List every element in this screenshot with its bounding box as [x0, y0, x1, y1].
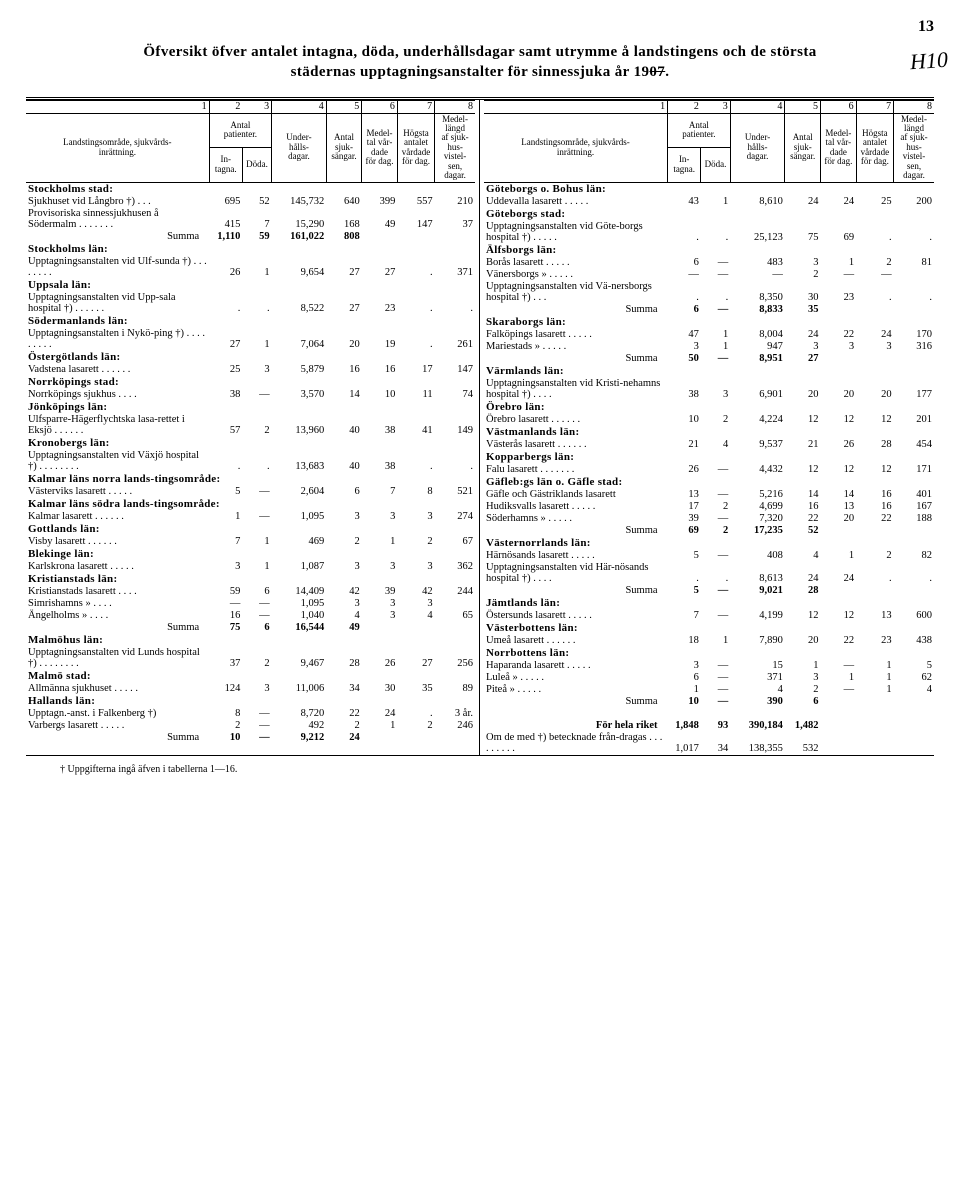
table-row: Simrishamns » . . . .——1,095333	[26, 598, 475, 610]
data-table-left: 12345678Landstingsområde, sjukvårds-inrä…	[26, 100, 475, 744]
table-row: Värmlands län:	[484, 365, 934, 378]
table-row: Jönköpings län:	[26, 401, 475, 414]
table-row: Härnösands lasarett . . . . .5—40841282	[484, 550, 934, 562]
table-row: Summa5—9,02128	[484, 585, 934, 597]
table-row: Summa50—8,95127	[484, 353, 934, 365]
table-row: Örebro län:	[484, 401, 934, 414]
table-row: Kalmar läns norra lands-tingsområde:	[26, 473, 475, 486]
table-row: Vänersborgs » . . . . .———2——	[484, 269, 934, 281]
table-row	[484, 708, 934, 720]
table-row: Summa10—3906	[484, 696, 934, 708]
table-row: Summa69217,23552	[484, 525, 934, 537]
table-row: Kronobergs län:	[26, 437, 475, 450]
table-row: För hela riket1,84893390,1841,482	[484, 720, 934, 732]
table-row: Kalmar lasarett . . . . . .1—1,095333274	[26, 511, 475, 523]
table-row: Om de med †) betecknade från-dragas . . …	[484, 732, 934, 755]
table-row: Norrköpings stad:	[26, 376, 475, 389]
table-row: Upptagn.-anst. i Falkenberg †)8—8,720222…	[26, 708, 475, 720]
table-row: Västerås lasarett . . . . . .2149,537212…	[484, 439, 934, 451]
table-row: Gäfle och Gästriklands lasarett13—5,2161…	[484, 489, 934, 501]
table-row: Östersunds lasarett . . . . .7—4,1991212…	[484, 610, 934, 622]
table-row: Västerbottens län:	[484, 622, 934, 635]
table-row: Uppsala län:	[26, 279, 475, 292]
page-title: Öfversikt öfver antalet intagna, döda, u…	[26, 42, 934, 83]
table-row: Örebro lasarett . . . . . .1024,22412121…	[484, 414, 934, 426]
table-row: Upptagningsanstalten vid Växjö hospital …	[26, 450, 475, 473]
table-row: Ulfsparre-Hägerflychtska lasa-rettet i E…	[26, 414, 475, 437]
table-row: Upptagningsanstalten vid Upp-sala hospit…	[26, 292, 475, 315]
table-row: Borås lasarett . . . . .6—48331281	[484, 257, 934, 269]
table-row: Älfsborgs län:	[484, 244, 934, 257]
table-right-half: 12345678Landstingsområde, sjukvårds-inrä…	[480, 100, 934, 755]
table-row: Uddevalla lasarett . . . . .4318,6102424…	[484, 196, 934, 208]
table-left-half: 12345678Landstingsområde, sjukvårds-inrä…	[26, 100, 480, 755]
table-row: Stockholms län:	[26, 243, 475, 256]
table-row: Mariestads » . . . . .31947333316	[484, 341, 934, 353]
table-row: Hudiksvalls lasarett . . . . .1724,69916…	[484, 501, 934, 513]
table-header: 12345678Landstingsområde, sjukvårds-inrä…	[484, 100, 934, 182]
table-row: Göteborgs o. Bohus län:	[484, 182, 934, 196]
title-line-2a: städernas upptagningsanstalter för sinne…	[291, 64, 650, 80]
table-row: Provisoriska sinnessjukhusen å Södermalm…	[26, 208, 475, 231]
title-year-struck: 07	[649, 64, 665, 80]
table-row: Jämtlands län:	[484, 597, 934, 610]
table-row: Söderhamns » . . . . .39—7,320222022188	[484, 513, 934, 525]
table-row: Ängelholms » . . . .16—1,04043465	[26, 610, 475, 622]
table-row: Falu lasarett . . . . . . .26—4,43212121…	[484, 464, 934, 476]
table-row: Östergötlands län:	[26, 351, 475, 364]
data-table-right: 12345678Landstingsområde, sjukvårds-inrä…	[484, 100, 934, 755]
table-row: Upptagningsanstalten vid Vä-nersborgs ho…	[484, 281, 934, 304]
table-row: Visby lasarett . . . . . .7146921267	[26, 536, 475, 548]
table-row: Gäfleb:gs län o. Gäfle stad:	[484, 476, 934, 489]
table-row: Haparanda lasarett . . . . .3—151—15	[484, 660, 934, 672]
table-row: Piteå » . . . . .1—42—14	[484, 684, 934, 696]
table-row: Västmanlands län:	[484, 426, 934, 439]
table-row: Summa6—8,83335	[484, 304, 934, 316]
title-line-1: Öfversikt öfver antalet intagna, döda, u…	[143, 44, 816, 60]
table-row: Upptagningsanstalten vid Göte-borgs hosp…	[484, 221, 934, 244]
table-row: Sjukhuset vid Långbro †) . . .69552145,7…	[26, 196, 475, 208]
table-row: Malmö stad:	[26, 670, 475, 683]
table-row: Västerviks lasarett . . . . .5—2,6046785…	[26, 486, 475, 498]
table-row: Vadstena lasarett . . . . . .2535,879161…	[26, 364, 475, 376]
table-row: Umeå lasarett . . . . . .1817,8902022234…	[484, 635, 934, 647]
table-row: Blekinge län:	[26, 548, 475, 561]
table-row: Skaraborgs län:	[484, 316, 934, 329]
table-row: Karlskrona lasarett . . . . .311,0873333…	[26, 561, 475, 573]
table-row: Göteborgs stad:	[484, 208, 934, 221]
handwritten-note: H10	[909, 47, 949, 76]
table-row: Upptagningsanstalten vid Lunds hospital …	[26, 647, 475, 670]
table-row: Norrbottens län:	[484, 647, 934, 660]
table-row: Summa1,11059161,022808	[26, 231, 475, 243]
table-row: Kristianstads lasarett . . . .59614,4094…	[26, 586, 475, 598]
table-row: Södermanlands län:	[26, 315, 475, 328]
table-row: Upptagningsanstalten vid Ulf-sunda †) . …	[26, 256, 475, 279]
table-row: Allmänna sjukhuset . . . . .124311,00634…	[26, 683, 475, 695]
table-row: Summa75616,54449	[26, 622, 475, 634]
table-row: Kopparbergs län:	[484, 451, 934, 464]
table-body-right: Göteborgs o. Bohus län:Uddevalla lasaret…	[484, 182, 934, 755]
table-row: Summa10—9,21224	[26, 732, 475, 744]
footer-note: † Uppgifterna ingå äfven i tabellerna 1—…	[26, 764, 934, 775]
table-body-left: Stockholms stad:Sjukhuset vid Långbro †)…	[26, 182, 475, 744]
table-row: Kalmar läns södra lands-tingsområde:	[26, 498, 475, 511]
table-row: Kristianstads län:	[26, 573, 475, 586]
table-row: Gottlands län:	[26, 523, 475, 536]
table-row: Upptagningsanstalten vid Här-nösands hos…	[484, 562, 934, 585]
table-row: Luleå » . . . . .6—37131162	[484, 672, 934, 684]
table-row: Stockholms stad:	[26, 182, 475, 196]
table-row: Upptagningsanstalten vid Kristi-nehamns …	[484, 378, 934, 401]
table-row: Upptagningsanstalten i Nykö-ping †) . . …	[26, 328, 475, 351]
table-row: Varbergs lasarett . . . . .2—492212246	[26, 720, 475, 732]
title-line-2b: .	[665, 64, 669, 80]
table-row: Hallands län:	[26, 695, 475, 708]
page-number: 13	[26, 18, 934, 36]
table-row: Norrköpings sjukhus . . . .38—3,57014101…	[26, 389, 475, 401]
table-row: Falköpings lasarett . . . . .4718,004242…	[484, 329, 934, 341]
table-row: Västernorrlands län:	[484, 537, 934, 550]
table-container: 12345678Landstingsområde, sjukvårds-inrä…	[26, 97, 934, 756]
table-row: Malmöhus län:	[26, 634, 475, 647]
table-header: 12345678Landstingsområde, sjukvårds-inrä…	[26, 100, 475, 182]
